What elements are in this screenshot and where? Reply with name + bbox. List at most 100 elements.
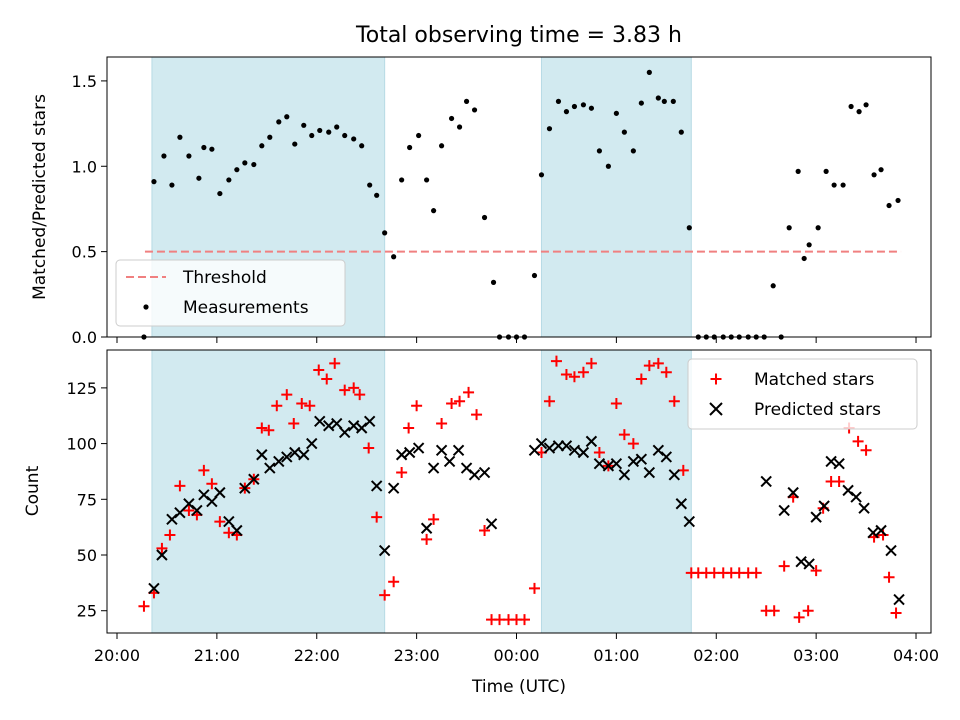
predicted-star-point [435,444,448,456]
measurement-point [531,272,538,279]
measurement-point [251,161,257,168]
top-ylabel: Matched/Predicted stars [30,94,50,300]
measurement-point [815,225,821,231]
bottom-shaded-region [151,349,386,634]
predicted-star-point [156,549,168,561]
matched-star-point [593,447,605,459]
measurement-point [424,177,430,183]
predicted-star-point [803,558,815,570]
matched-star-point [329,357,341,369]
matched-star-point [618,429,630,441]
top-panel: 0.0 0.5 1.0 1.5 Total observing time = 3.83… [30,23,932,347]
measurement-point [317,127,323,134]
matched-star-point [560,369,572,381]
predicted-star-point [825,455,837,468]
bottom-shading-regions [151,349,692,634]
matched-star-point [296,397,308,409]
predicted-star-point [323,420,335,432]
measurement-point [342,132,348,139]
top-ticks: 0.0 0.5 1.0 1.5 [72,72,917,347]
matched-star-point [890,607,902,619]
matched-star-point [206,478,218,490]
bottom-xtick-label: 04:00 [893,646,939,665]
predicted-star-point [403,446,416,459]
predicted-star-point [818,500,830,512]
predicted-star-point [239,482,251,494]
predicted-star-point [468,469,481,481]
measurement-point [259,143,265,149]
predicted-star-point [610,457,623,470]
predicted-star-point [331,417,343,430]
matched-star-point [339,384,351,396]
predicted-star-point [535,437,548,450]
measurement-point [471,107,478,113]
matched-star-point [214,516,226,528]
measurement-point [301,122,307,128]
matched-star-point [568,371,580,383]
measurement-point [571,103,578,110]
matched-star-point [528,582,540,594]
legend-predicted-swatch [709,402,723,416]
bottom-ytick-label: 75 [77,490,97,509]
predicted-star-point [867,527,879,539]
measurement-point [399,177,405,183]
predicted-star-point [585,435,598,448]
predicted-star-point [206,495,218,508]
matched-star-point [883,571,895,583]
predicted-star-point [427,462,440,474]
predicted-star-point [281,451,293,463]
measurement-point [276,119,282,125]
measurement-point [334,124,340,130]
bottom-xtick-label: 23:00 [394,646,440,665]
measurement-point [196,175,202,181]
measurement-point [823,168,829,174]
top-ytick-label: 0.5 [72,243,97,262]
predicted-star-point [602,460,615,472]
measurement-point [407,144,413,151]
measurement-point [795,168,801,174]
measurement-point [613,110,619,116]
predicted-star-point [778,504,790,517]
measurement-point [840,182,846,188]
predicted-star-point [485,518,498,530]
measurement-point [580,102,587,108]
predicted-star-point [875,524,887,537]
matched-star-point [793,611,805,623]
matched-star-point [348,382,360,394]
measurement-point [770,283,776,289]
predicted-star-point [191,504,203,517]
predicted-star-point [339,426,351,439]
measurement-point [177,134,183,140]
matched-star-point [668,395,680,407]
matched-star-point [810,565,822,577]
matched-star-point [518,614,530,626]
measurement-point [871,172,877,178]
measurement-point [201,144,207,151]
measurement-point [431,208,437,214]
bottom-xtick-label: 01:00 [593,646,639,665]
predicted-star-point [627,455,640,468]
predicted-star-point [370,480,383,492]
matched-star-point [643,360,655,372]
matched-star-point [635,373,647,385]
predicted-star-point [850,491,862,503]
matched-star-point [363,442,375,454]
measurement-point [242,160,248,166]
matched-star-point [436,418,448,430]
measurement-point [284,114,290,120]
predicted-star-point [577,446,590,459]
predicted-star-point [314,415,326,428]
measurement-point [456,124,463,130]
matched-star-point [164,529,176,541]
bottom-xtick-label: 20:00 [94,646,140,665]
matched-star-point [271,400,283,412]
bottom-xtick-label: 03:00 [793,646,839,665]
predicted-star-point [443,455,456,468]
measurement-point [234,167,240,173]
matched-star-point [446,397,458,409]
top-ytick-label: 1.5 [72,72,97,91]
predicted-star-point [256,449,268,461]
measurement-point [351,136,357,142]
top-series [141,69,902,340]
measurement-point [382,230,388,236]
